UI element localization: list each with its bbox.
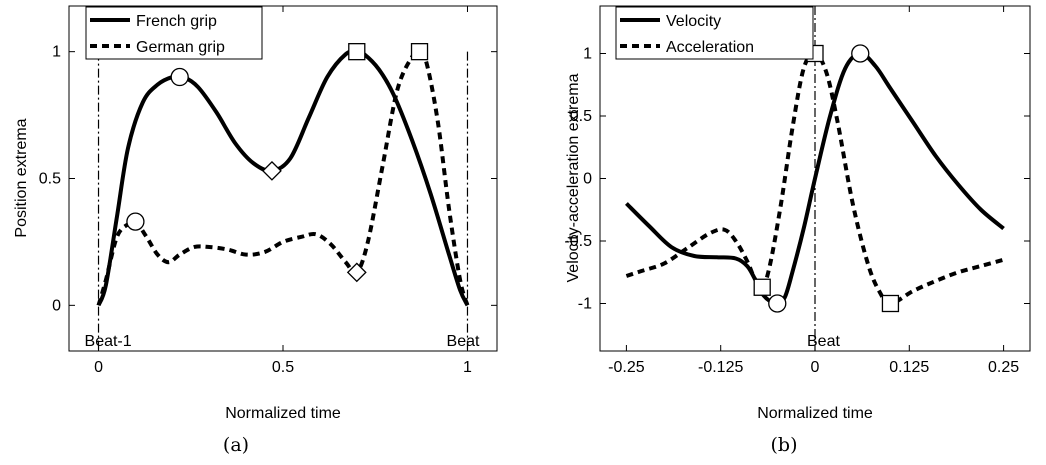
legend-box [85, 6, 263, 60]
x-tick-label: 1 [463, 359, 472, 376]
legend: Velocity Acceleration [615, 6, 814, 60]
x-tick-label: 0 [811, 359, 820, 376]
x-tick-label: -0.125 [698, 359, 743, 376]
series-line-acceleration [625, 51, 1005, 306]
legend-label-german-grip: German grip [136, 39, 225, 56]
axis-ticks: 0 0.5 1 0 0.5 1 [39, 6, 497, 376]
y-tick-label: -1 [578, 296, 592, 313]
series-line-velocity [624, 51, 1005, 306]
legend-box [615, 6, 814, 60]
y-tick-label: 0.5 [39, 171, 61, 188]
diamond-marker [262, 160, 282, 181]
circle-marker [851, 44, 870, 63]
plot-marks: Beat-1 Beat [85, 43, 480, 351]
circle-marker [768, 294, 787, 313]
reference-line-label: Beat-1 [85, 333, 132, 350]
x-tick-label: 0.25 [988, 359, 1019, 376]
y-tick-label: -0.5 [564, 233, 592, 250]
y-tick-label: 0 [583, 171, 592, 188]
y-tick-label: 0.5 [570, 108, 592, 125]
circle-marker [126, 212, 145, 231]
axis-ticks: -0.25 -0.125 0 0.125 0.25 -1 -0.5 0 0.5 1 [564, 6, 1030, 376]
x-tick-label: 0 [94, 359, 103, 376]
reference-line-label: Beat [807, 333, 840, 350]
x-tick-label: 0.125 [889, 359, 929, 376]
square-marker [348, 43, 366, 61]
y-axis-label: Velocity-acceleration extrema [565, 73, 582, 282]
legend: French grip German grip [85, 6, 263, 60]
y-tick-label: 0 [52, 297, 61, 314]
y-axis-label: Position extrema [13, 118, 30, 237]
chart-panel-a: Beat-1 Beat 0 0.5 1 0 0.5 1 Normalized time Po… [13, 5, 498, 456]
square-marker [753, 278, 771, 296]
square-marker [881, 294, 900, 313]
x-tick-label: 0.5 [272, 359, 294, 376]
y-tick-label: 1 [52, 44, 61, 61]
legend-label-velocity: Velocity [666, 13, 721, 30]
series-line-french-grip [96, 49, 470, 307]
plot-marks: Beat [624, 6, 1005, 351]
legend-label-french-grip: French grip [136, 13, 217, 30]
circle-marker [170, 67, 189, 87]
diamond-marker [346, 262, 367, 283]
x-axis-label: Normalized time [225, 405, 341, 422]
y-tick-label: 1 [583, 46, 592, 63]
reference-line-label: Beat [447, 333, 480, 350]
panel-caption: (b) [771, 434, 798, 456]
x-tick-label: -0.25 [608, 359, 645, 376]
panel-caption: (a) [223, 434, 249, 456]
x-axis-label: Normalized time [757, 405, 873, 422]
legend-label-acceleration: Acceleration [666, 39, 754, 56]
square-marker [410, 43, 429, 61]
chart-panel-b: Beat -0.25 -0.125 0 0.125 0.25 -1 -0.5 0 0.5 1 No… [564, 5, 1031, 456]
